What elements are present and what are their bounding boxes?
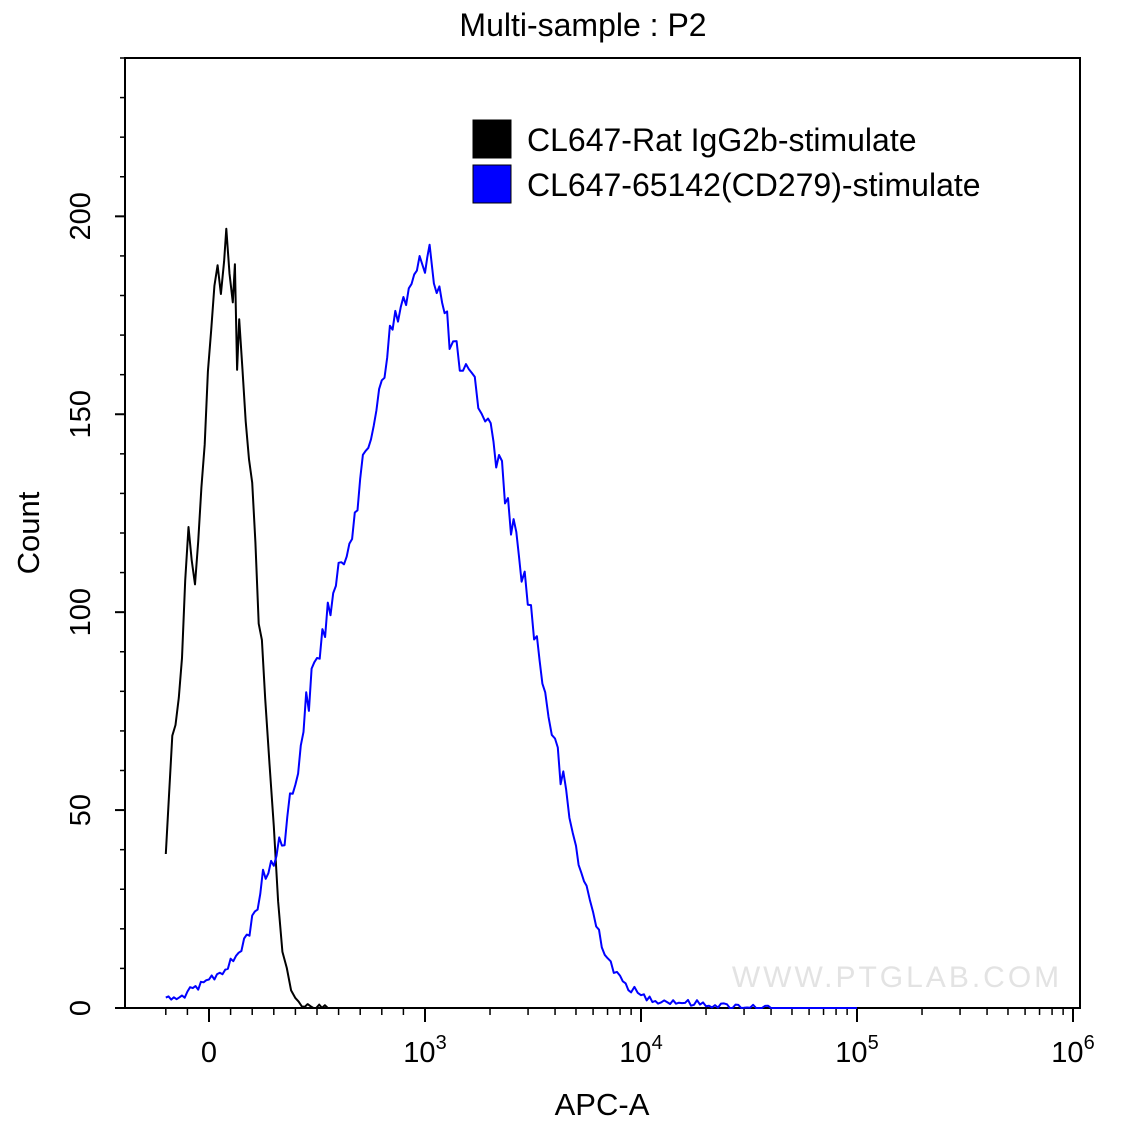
x-tick-label: 105 [835,1032,878,1069]
x-tick-label: 104 [619,1032,662,1069]
watermark: WWW.PTGLAB.COM [732,961,1062,994]
x-axis: 0 103 104 105 106 [165,1008,1095,1069]
legend-swatch-1 [472,119,512,159]
y-axis: 0 50 100 150 200 [65,57,125,1016]
legend-swatch-2 [472,164,512,204]
x-axis-label: APC-A [555,1087,650,1122]
x-tick-label: 103 [403,1032,446,1069]
y-tick-label: 100 [65,588,97,636]
series-line-2 [165,243,857,1009]
series-layer [164,227,857,1009]
legend-label-2: CL647-65142(CD279)-stimulate [527,167,981,203]
y-tick-label: 150 [65,390,97,438]
x-tick-label: 106 [1051,1032,1094,1069]
x-tick-label: 0 [201,1037,217,1069]
legend: CL647-Rat IgG2b-stimulate CL647-65142(CD2… [472,119,981,204]
series-line-1 [164,227,857,1009]
chart-title: Multi-sample : P2 [459,7,706,43]
legend-label-1: CL647-Rat IgG2b-stimulate [527,122,917,158]
y-tick-label: 0 [65,1000,97,1016]
y-tick-label: 200 [65,192,97,240]
y-axis-label: Count [11,491,46,574]
y-tick-label: 50 [65,794,97,826]
